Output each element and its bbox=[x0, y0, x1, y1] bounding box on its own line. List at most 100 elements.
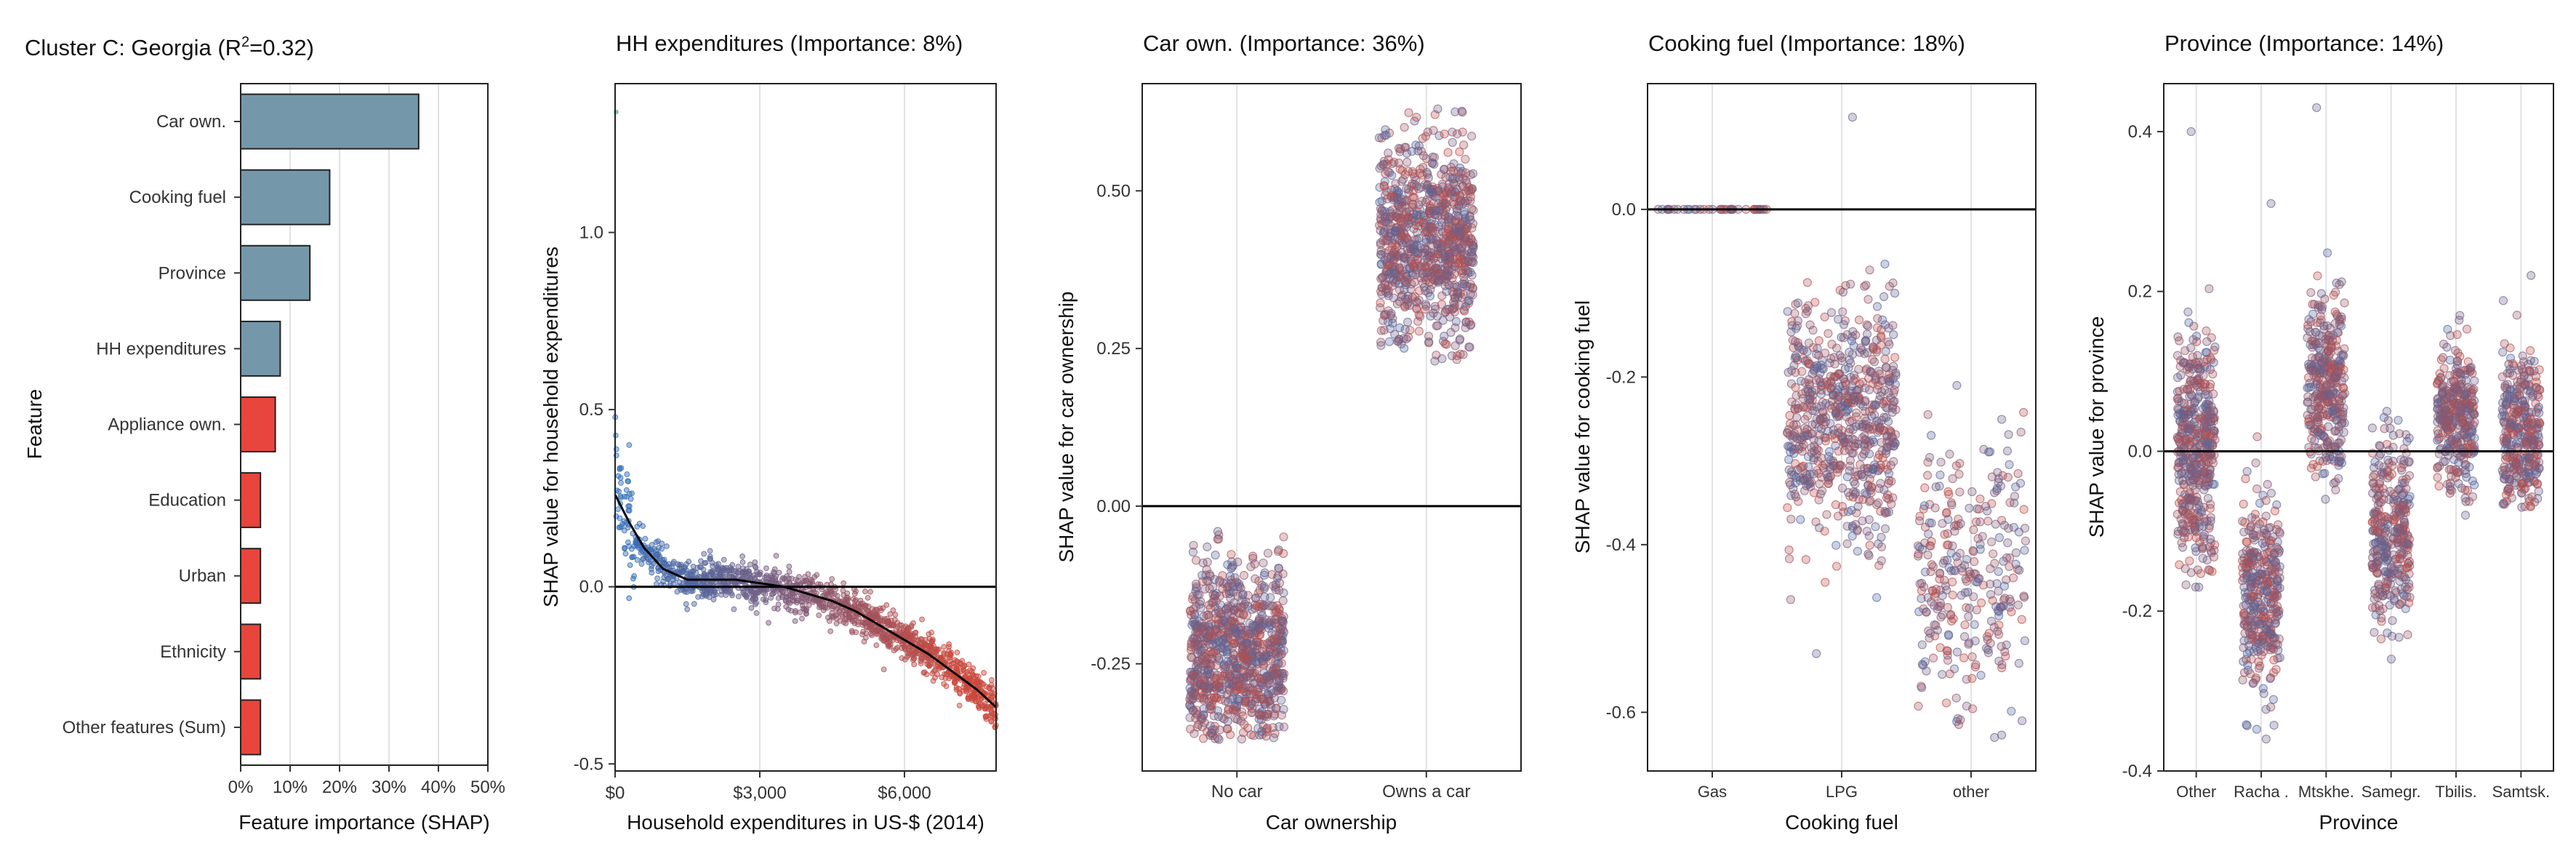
panel2-point bbox=[690, 564, 697, 570]
panel2-point bbox=[884, 636, 891, 642]
panel2-point bbox=[616, 524, 622, 530]
panel2-point bbox=[648, 566, 654, 572]
p5-point bbox=[2176, 442, 2186, 452]
p3-point bbox=[1386, 324, 1395, 333]
p3-point bbox=[1236, 716, 1246, 726]
p4-point bbox=[1997, 642, 2006, 651]
panel2-point bbox=[700, 572, 707, 579]
p3-point bbox=[1468, 238, 1478, 247]
p3-point bbox=[1214, 735, 1224, 744]
panel2-point bbox=[898, 622, 904, 628]
panel2-point bbox=[989, 677, 995, 683]
p3-point bbox=[1414, 327, 1424, 336]
p4-point bbox=[1869, 357, 1879, 367]
panel2-point bbox=[879, 634, 886, 640]
panel2-point bbox=[680, 580, 686, 586]
panel2-point bbox=[919, 655, 926, 662]
p4-point bbox=[1946, 498, 1957, 508]
panel2-point bbox=[735, 564, 742, 570]
p4-point bbox=[1882, 493, 1892, 503]
p4-point bbox=[2005, 460, 2014, 469]
panel2-point bbox=[636, 521, 643, 527]
panel2-point bbox=[626, 442, 633, 448]
panel1-x-tick-label: 0% bbox=[228, 778, 254, 797]
p3-point bbox=[1200, 718, 1209, 727]
p3-point bbox=[1237, 591, 1247, 600]
p3-point bbox=[1400, 221, 1410, 231]
p3-point bbox=[1246, 562, 1256, 572]
panel2-point bbox=[905, 646, 912, 652]
p3-point bbox=[1412, 210, 1422, 220]
p4-point bbox=[1981, 644, 1991, 653]
p4-point bbox=[1972, 605, 1981, 615]
p4-y-tick-label: -0.6 bbox=[1606, 703, 1636, 722]
p4-point bbox=[1869, 437, 1879, 447]
p4-point bbox=[1863, 295, 1873, 304]
p5-point bbox=[2181, 508, 2191, 517]
p4-point bbox=[1970, 556, 1979, 567]
p3-point bbox=[1191, 579, 1201, 589]
p5-point bbox=[2194, 583, 2204, 592]
p3-point bbox=[1238, 728, 1248, 738]
panel2-point bbox=[832, 591, 838, 597]
p4-x-tick-label: LPG bbox=[1826, 783, 1858, 801]
p4-point bbox=[1965, 604, 1974, 613]
panel2-point bbox=[803, 577, 810, 583]
p4-point bbox=[1915, 511, 1925, 521]
p4-point bbox=[1975, 545, 1985, 554]
p4-point bbox=[1820, 433, 1829, 442]
p3-point bbox=[1274, 652, 1283, 661]
p4-point bbox=[1787, 366, 1797, 375]
p4-point bbox=[1997, 415, 2007, 424]
p3-point bbox=[1466, 321, 1475, 330]
panel1-bar bbox=[240, 320, 281, 377]
p4-point bbox=[2018, 716, 2027, 726]
p4-point bbox=[1864, 449, 1874, 459]
p4-point bbox=[1864, 551, 1874, 561]
panel2-point bbox=[890, 607, 896, 613]
p4-point bbox=[1816, 381, 1826, 391]
panel2-point bbox=[983, 716, 990, 722]
p3-point bbox=[1203, 557, 1212, 567]
p4-point bbox=[1821, 348, 1830, 358]
panel2-point bbox=[851, 618, 857, 624]
p3-point bbox=[1440, 339, 1450, 348]
panel2-x-tick-label: $6,000 bbox=[878, 783, 931, 803]
p4-point bbox=[1869, 465, 1878, 474]
p3-point bbox=[1463, 196, 1472, 205]
p3-point bbox=[1261, 732, 1271, 741]
p4-point bbox=[1967, 487, 1977, 497]
p4-point bbox=[1885, 468, 1894, 478]
p4-point bbox=[1876, 391, 1885, 401]
panel2-point bbox=[928, 643, 934, 650]
p3-point bbox=[1451, 316, 1461, 327]
p5-point bbox=[2184, 518, 2194, 527]
p3-point bbox=[1395, 272, 1405, 281]
panel2-point bbox=[629, 490, 635, 497]
p5-point bbox=[2204, 458, 2213, 467]
p3-point bbox=[1203, 542, 1212, 551]
p3-point bbox=[1450, 293, 1460, 303]
p5-point bbox=[2207, 409, 2216, 420]
p4-point bbox=[1820, 312, 1829, 321]
panel2-point bbox=[710, 596, 717, 603]
p3-point bbox=[1397, 231, 1406, 240]
p4-point bbox=[1814, 336, 1823, 345]
p4-point bbox=[1807, 396, 1817, 405]
p3-point bbox=[1259, 582, 1269, 591]
panel2-point bbox=[873, 642, 880, 649]
p3-point bbox=[1213, 712, 1224, 722]
panel2-point bbox=[707, 548, 713, 554]
p4-point bbox=[1871, 522, 1880, 532]
p4-point bbox=[1887, 476, 1896, 486]
p4-point bbox=[1890, 288, 1900, 298]
panel2-point bbox=[733, 568, 739, 575]
p3-point bbox=[1252, 657, 1261, 666]
panel2-point bbox=[617, 465, 623, 471]
p3-point bbox=[1423, 228, 1432, 237]
panel2-point bbox=[771, 605, 777, 612]
panel2-point bbox=[763, 565, 769, 572]
p3-point bbox=[1208, 640, 1217, 650]
panel2-point bbox=[911, 655, 918, 661]
